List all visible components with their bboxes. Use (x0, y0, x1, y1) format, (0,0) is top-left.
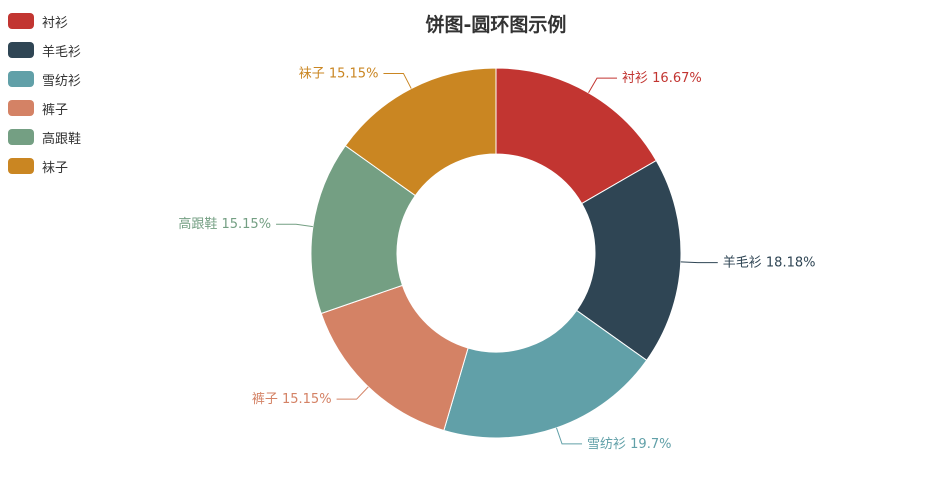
legend-label: 高跟鞋 (42, 131, 82, 147)
legend-item-pants[interactable]: 裤子 (8, 97, 81, 119)
legend-label: 羊毛衫 (42, 44, 82, 60)
donut-slice-socks[interactable] (344, 67, 497, 197)
legend-item-shirt[interactable]: 衬衫 (8, 10, 81, 32)
slice-label-heels: 高跟鞋 15.15% (178, 216, 271, 232)
legend-label: 衬衫 (42, 15, 69, 31)
legend-swatch (8, 100, 34, 116)
donut-slice-pants[interactable] (320, 284, 469, 432)
label-leader-line (276, 223, 313, 228)
label-leader-line (588, 77, 618, 94)
legend-swatch (8, 129, 34, 145)
legend-label: 雪纺衫 (42, 73, 82, 89)
slice-label-shirt: 衬衫 16.67% (622, 71, 702, 86)
label-leader-line (556, 427, 583, 445)
chart-title: 饼图-圆环图示例 (425, 14, 567, 36)
legend: 衬衫 羊毛衫 雪纺衫 裤子 高跟鞋 袜子 (8, 10, 81, 184)
label-leader-line (383, 72, 412, 89)
donut-slice-sweater[interactable] (575, 159, 682, 362)
label-leader-line (336, 386, 369, 400)
donut-slice-chiffon[interactable] (443, 309, 648, 439)
legend-swatch (8, 71, 34, 87)
donut-slice-shirt[interactable] (495, 67, 657, 205)
legend-item-chiffon[interactable]: 雪纺衫 (8, 68, 81, 90)
legend-item-heels[interactable]: 高跟鞋 (8, 126, 81, 148)
legend-swatch (8, 13, 34, 29)
legend-item-socks[interactable]: 袜子 (8, 155, 81, 177)
slice-label-socks: 袜子 15.15% (299, 66, 379, 81)
legend-swatch (8, 158, 34, 174)
legend-item-sweater[interactable]: 羊毛衫 (8, 39, 81, 61)
slice-label-chiffon: 雪纺衫 19.7% (587, 437, 671, 452)
legend-label: 裤子 (42, 102, 69, 118)
label-leader-line (680, 261, 718, 264)
slice-label-pants: 裤子 15.15% (252, 392, 332, 407)
legend-label: 袜子 (42, 160, 69, 176)
legend-swatch (8, 42, 34, 58)
slice-label-sweater: 羊毛衫 18.18% (723, 255, 816, 271)
